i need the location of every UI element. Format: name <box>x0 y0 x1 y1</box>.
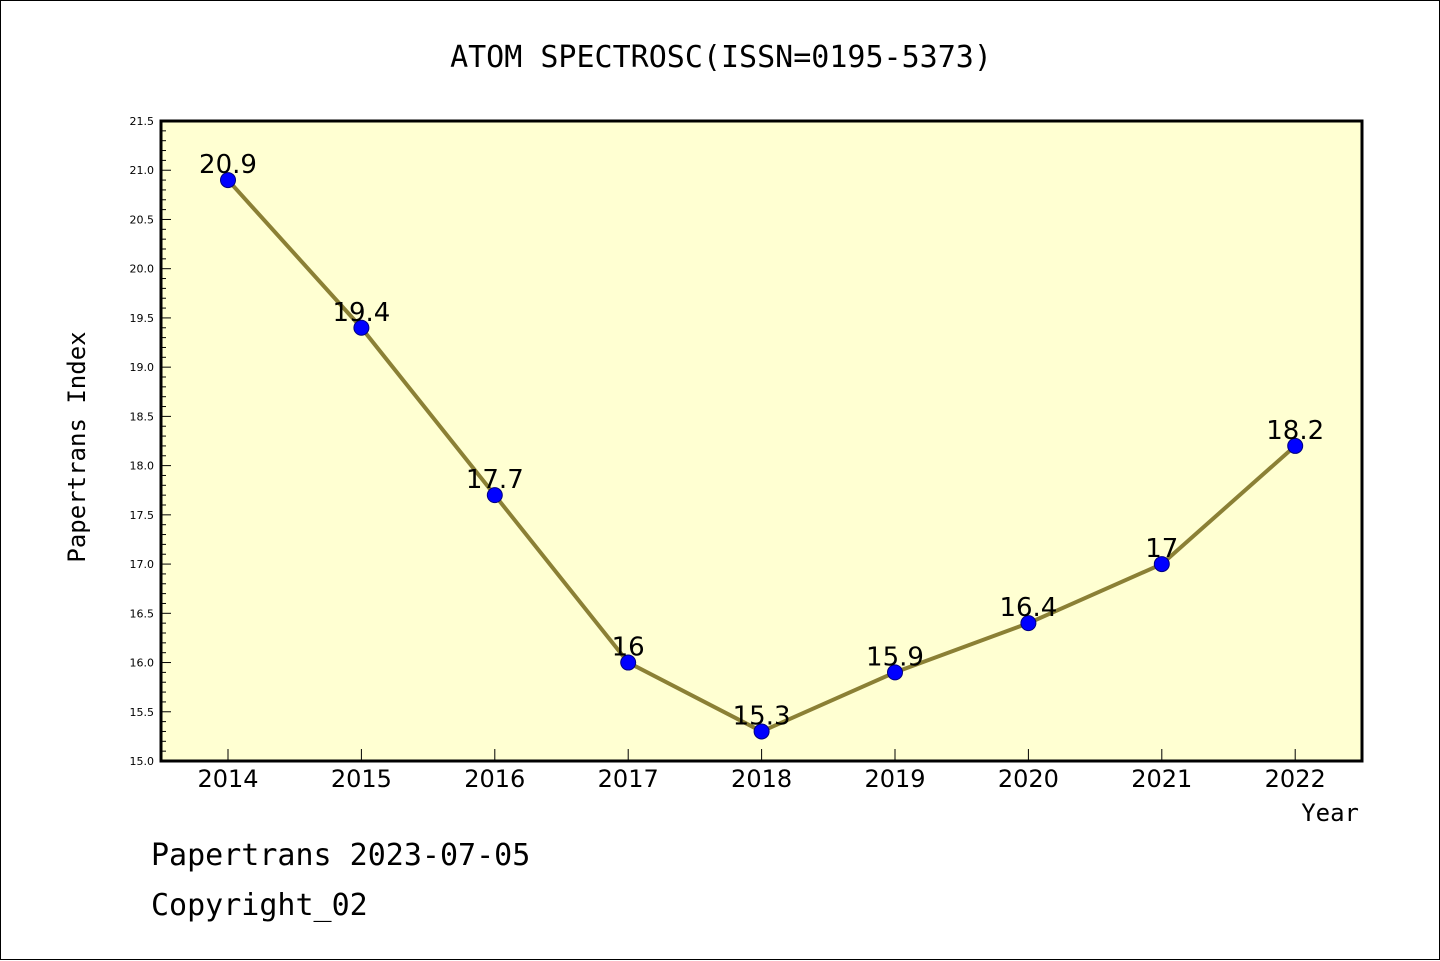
x-tick-label: 2019 <box>864 765 925 793</box>
x-tick-label: 2018 <box>731 765 792 793</box>
data-label: 20.9 <box>199 150 257 180</box>
y-tick-label: 17.0 <box>130 558 155 571</box>
y-tick-label: 15.0 <box>130 755 155 768</box>
footer-date: Papertrans 2023-07-05 <box>151 838 530 873</box>
data-label: 17.7 <box>466 465 524 495</box>
data-point <box>753 723 770 740</box>
y-tick-label: 20.5 <box>130 213 155 226</box>
data-label: 18.2 <box>1266 416 1324 446</box>
chart-title: ATOM SPECTROSC(ISSN=0195-5373) <box>450 40 992 75</box>
y-tick-label: 18.5 <box>130 410 155 423</box>
y-tick-label: 19.0 <box>130 361 155 374</box>
x-tick-label: 2022 <box>1265 765 1326 793</box>
y-axis-label: Papertrans Index <box>63 331 91 562</box>
x-tick-label: 2021 <box>1131 765 1192 793</box>
data-label: 16.4 <box>999 593 1057 623</box>
data-point <box>353 319 370 336</box>
data-label: 17 <box>1145 534 1178 564</box>
x-axis: 2014 2015 2016 2017 2018 2019 2020 2021 2022 <box>197 749 1326 793</box>
data-point <box>887 664 903 681</box>
data-point <box>620 654 637 671</box>
series-layer: 20.9 19.4 17.7 16 15.3 15.9 16.4 17 18.2 <box>199 150 1324 740</box>
x-tick-label: 2020 <box>998 765 1059 793</box>
x-axis-label: Year <box>1301 799 1359 827</box>
y-tick-label: 16.0 <box>130 657 155 670</box>
data-point <box>1153 556 1170 573</box>
x-tick-label: 2014 <box>197 765 258 793</box>
plot-area <box>159 119 1364 763</box>
data-point <box>486 487 503 504</box>
y-tick-label: 19.5 <box>130 312 155 325</box>
y-tick-label: 16.5 <box>130 607 155 620</box>
data-label: 19.4 <box>332 298 390 328</box>
y-tick-label: 15.5 <box>130 706 155 719</box>
data-point <box>1020 615 1037 632</box>
y-tick-label: 21.0 <box>130 164 155 177</box>
x-tick-label: 2015 <box>331 765 392 793</box>
data-label: 15.3 <box>733 701 791 731</box>
data-point <box>220 172 236 189</box>
data-label: 16 <box>612 633 645 663</box>
y-tick-label: 21.5 <box>130 115 155 128</box>
x-tick-label: 2016 <box>464 765 525 793</box>
x-tick-label: 2017 <box>598 765 659 793</box>
data-point <box>1287 437 1304 454</box>
y-tick-label: 18.0 <box>130 460 155 473</box>
y-tick-label: 20.0 <box>130 263 155 276</box>
y-tick-label: 17.5 <box>130 509 155 522</box>
footer-copyright: Copyright_02 <box>151 888 368 923</box>
data-label: 15.9 <box>866 642 924 672</box>
y-axis: 15.0 15.5 16.0 16.5 17.0 17.5 18.0 18.5 19.0 19.5… <box>130 115 171 768</box>
